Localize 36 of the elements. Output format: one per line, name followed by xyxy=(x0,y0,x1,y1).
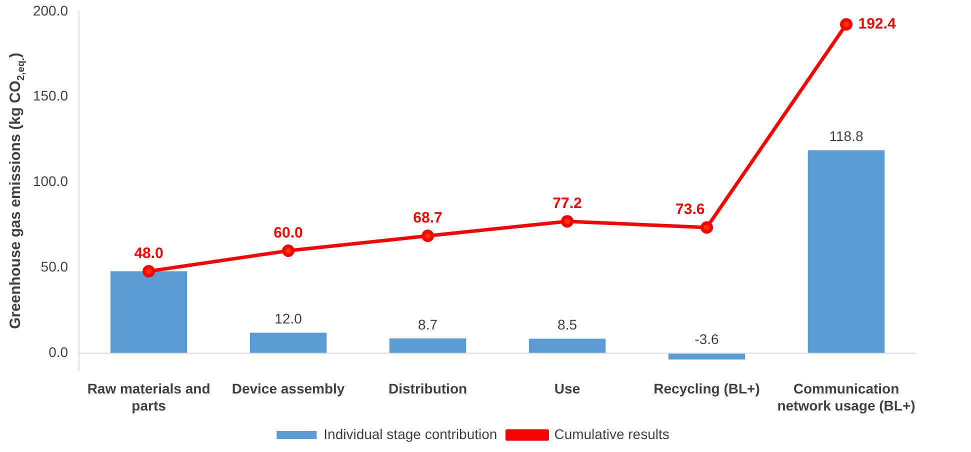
point xyxy=(422,230,434,242)
y-tick-label: 50.0 xyxy=(40,258,68,275)
point xyxy=(700,221,714,234)
y-tick-label: 200.0 xyxy=(32,2,68,18)
legend-label: Cumulative results xyxy=(554,426,670,442)
y-axis-title: Greenhouse gas emissions (kg CO2,eq.) xyxy=(7,52,27,329)
data-label: 192.4 xyxy=(858,16,896,33)
data-label: 118.8 xyxy=(829,128,864,144)
bar xyxy=(528,338,606,354)
data-label: 8.7 xyxy=(418,316,438,332)
bar xyxy=(389,338,466,354)
y-tick-label: 100.0 xyxy=(32,173,68,190)
x-tick-label: Recycling (BL+) xyxy=(654,380,760,397)
bar xyxy=(250,332,327,354)
data-label: 8.5 xyxy=(558,316,578,333)
data-label: 48.0 xyxy=(134,244,164,262)
x-tick-label: Raw materials and parts xyxy=(87,380,210,414)
data-label: 12.0 xyxy=(274,310,302,327)
data-label: 77.2 xyxy=(552,194,582,212)
point xyxy=(840,18,853,31)
legend-label: Individual stage contribution xyxy=(324,426,498,442)
x-tick-label: Device assembly xyxy=(232,380,345,397)
bar xyxy=(110,271,188,354)
data-label: 68.7 xyxy=(413,210,442,226)
y-tick-label: 0.0 xyxy=(48,344,68,360)
x-tick-label: Communication network usage (BL+) xyxy=(777,380,916,414)
data-label: -3.6 xyxy=(694,331,720,348)
x-tick-label: Distribution xyxy=(388,380,468,397)
point xyxy=(561,215,574,228)
x-tick-label: Use xyxy=(554,380,580,397)
data-label: 73.6 xyxy=(676,201,705,218)
point xyxy=(142,265,156,278)
point xyxy=(282,244,295,257)
y-tick-label: 150.0 xyxy=(32,88,68,104)
data-label: 60.0 xyxy=(274,224,303,242)
bar xyxy=(808,150,885,354)
